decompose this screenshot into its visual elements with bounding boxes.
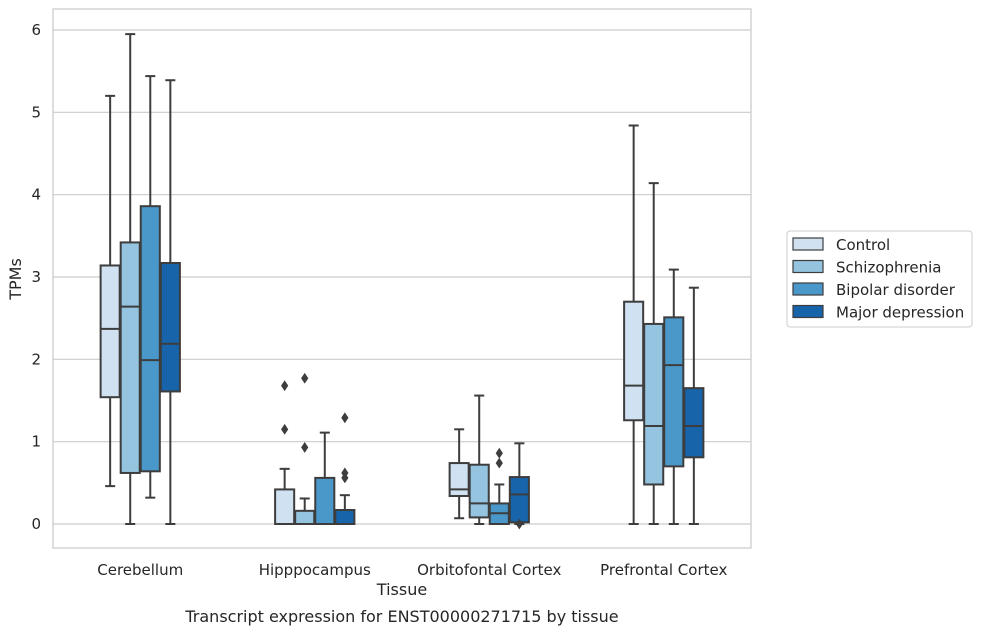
y-tick-label: 1 — [31, 433, 41, 451]
box-bipolar-disorder — [663, 268, 685, 525]
box-iqr — [663, 316, 685, 468]
y-axis-label: TPMs — [6, 258, 25, 301]
box-major-depression — [683, 286, 705, 525]
x-tick-label: Cerebellum — [97, 561, 183, 579]
box-schizophrenia — [119, 33, 141, 525]
box-iqr — [274, 488, 296, 526]
outlier-point — [341, 467, 349, 479]
legend-swatch — [792, 259, 824, 274]
box-major-depression — [508, 442, 530, 530]
outlier-point — [301, 372, 309, 384]
box-iqr — [99, 264, 121, 399]
box-schizophrenia — [294, 372, 316, 525]
legend-label: Major depression — [836, 304, 964, 322]
legend-swatch — [792, 304, 824, 319]
box-bipolar-disorder — [314, 431, 336, 526]
box-control — [99, 94, 121, 488]
legend-swatch — [792, 282, 824, 296]
x-tick-labels: Cerebellum Hipppocampus Orbitofontal Corte… — [97, 561, 727, 579]
box-iqr — [119, 241, 141, 474]
y-tick-label: 2 — [31, 350, 41, 368]
y-tick-label: 4 — [31, 186, 41, 204]
box-schizophrenia — [468, 394, 490, 525]
box-control — [274, 380, 296, 526]
chart-caption: Transcript expression for ENST0000027171… — [184, 607, 618, 626]
x-tick-label: Orbitofontal Cortex — [417, 561, 561, 579]
box-control — [448, 428, 470, 520]
outlier-point — [341, 412, 349, 424]
y-tick-label: 6 — [31, 21, 41, 39]
plot-frame — [52, 8, 752, 549]
box-major-depression — [334, 412, 356, 525]
outlier-point — [301, 442, 309, 453]
legend: Control Schizophrenia Bipolar disorder Majo… — [786, 230, 973, 328]
legend-frame — [786, 230, 973, 328]
legend-label: Bipolar disorder — [836, 281, 956, 299]
box-bipolar-disorder — [488, 447, 510, 525]
box-iqr — [643, 322, 665, 486]
x-axis-label: Tissue — [376, 580, 427, 599]
box-iqr — [623, 300, 645, 422]
x-tick-label: Prefrontal Cortex — [600, 561, 727, 579]
y-tick-label: 3 — [31, 268, 41, 286]
box-control — [623, 124, 645, 525]
outlier-point — [495, 447, 503, 459]
outlier-point — [515, 518, 523, 530]
outlier-point — [495, 457, 503, 469]
legend-swatch — [792, 237, 824, 251]
outlier-point — [281, 380, 289, 392]
y-tick-labels: 0 1 2 3 4 5 6 — [31, 21, 41, 533]
box-major-depression — [159, 79, 181, 525]
box-iqr — [334, 509, 356, 525]
box-iqr — [683, 387, 705, 459]
legend-label: Schizophrenia — [836, 259, 941, 277]
box-iqr — [314, 476, 336, 526]
box-iqr — [159, 262, 181, 393]
outlier-point — [281, 423, 289, 435]
box-iqr — [448, 462, 470, 498]
box-bipolar-disorder — [139, 75, 161, 499]
x-tick-label: Hipppocampus — [259, 561, 371, 579]
y-tick-label: 0 — [31, 515, 41, 533]
y-tick-label: 5 — [31, 103, 41, 121]
box-schizophrenia — [643, 182, 665, 525]
box-iqr — [294, 509, 316, 525]
box-series — [99, 33, 705, 530]
box-iqr — [508, 476, 530, 524]
box-iqr — [468, 463, 490, 519]
legend-label: Control — [836, 236, 890, 254]
box-iqr — [139, 205, 161, 473]
